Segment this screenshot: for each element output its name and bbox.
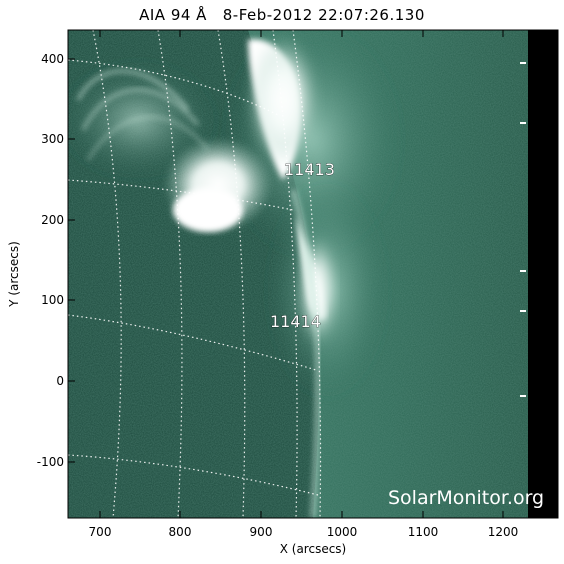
y-tick-label: 300 <box>41 132 64 146</box>
x-axis-label: X (arcsecs) <box>280 542 347 556</box>
no-data-strip <box>528 30 558 518</box>
solar-image <box>68 30 558 518</box>
x-tick-label: 1100 <box>408 525 439 539</box>
plot-frame <box>67 29 559 519</box>
y-tick-label: 400 <box>41 52 64 66</box>
x-tick-labels: 700 800 900 1000 1100 1200 <box>89 525 519 539</box>
watermark: SolarMonitor.org <box>388 487 544 509</box>
coronal-loop <box>81 88 200 131</box>
solar-image-plot: 11410 11413 11414 SolarMonitor.org <box>68 30 558 518</box>
coronal-loop <box>76 69 190 111</box>
image-title: AIA 94 Å 8-Feb-2012 22:07:26.130 <box>139 6 425 24</box>
y-tick-label: 0 <box>56 374 64 388</box>
strip-artifacts <box>520 62 526 397</box>
y-tick-label: 100 <box>41 293 64 307</box>
y-tick-label: -100 <box>37 455 64 469</box>
region-label-11414: 11414 <box>270 312 321 331</box>
x-tick-label: 900 <box>250 525 273 539</box>
y-tick-labels: 400 300 200 100 0 -100 <box>37 52 64 469</box>
y-axis-label: Y (arcsecs) <box>7 241 21 308</box>
x-tick-label: 700 <box>89 525 112 539</box>
coronal-loop <box>86 115 209 161</box>
region-label-11410: 11410 <box>250 30 301 32</box>
heliographic-grid <box>68 30 322 518</box>
y-ticks <box>68 58 75 463</box>
x-tick-label: 1200 <box>488 525 519 539</box>
x-tick-label: 1000 <box>327 525 358 539</box>
limb-edge <box>290 189 322 518</box>
x-tick-label: 800 <box>169 525 192 539</box>
region-label-11413: 11413 <box>284 160 335 179</box>
flare-kernel <box>173 188 243 232</box>
y-tick-label: 200 <box>41 213 64 227</box>
limb-glow <box>248 35 318 165</box>
x-ticks <box>99 30 504 518</box>
